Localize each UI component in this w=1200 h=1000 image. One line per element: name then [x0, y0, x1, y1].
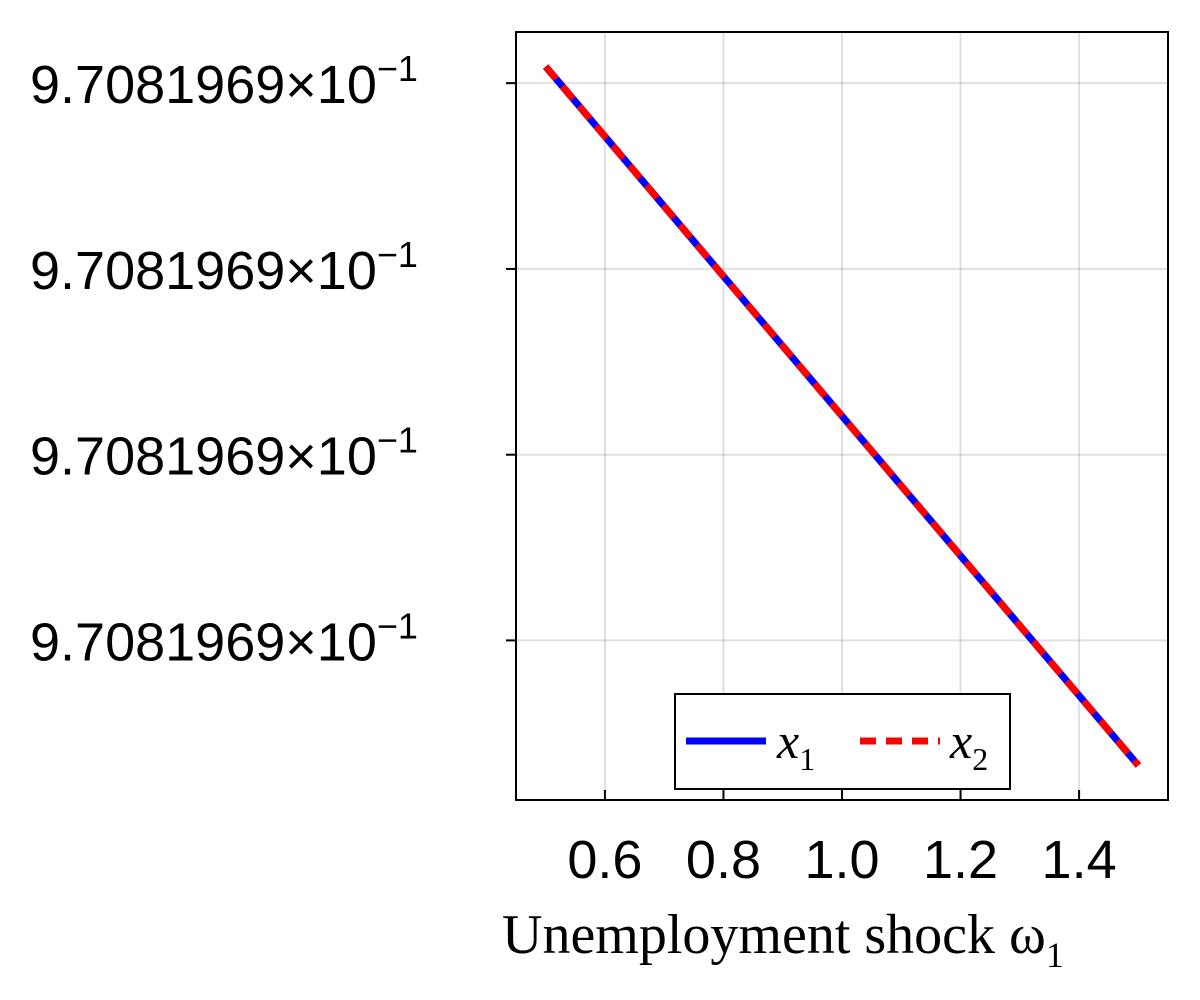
y-tick-label: 9.7081969×10−1: [30, 605, 418, 672]
legend-label-x1: x1: [776, 713, 815, 777]
y-tick-label: 9.7081969×10−1: [30, 48, 418, 115]
x-tick-label: 1.0: [804, 830, 879, 890]
series-line-x2: [542, 64, 1142, 768]
grid-lines: [516, 32, 1168, 800]
legend-label-x2: x2: [949, 713, 988, 777]
x-tick-label: 1.4: [1042, 830, 1117, 890]
x-tick-label: 1.2: [923, 830, 998, 890]
x-axis-ticks: 0.6 0.8 1.0 1.2 1.4: [567, 790, 1117, 890]
series-lines: [542, 64, 1142, 768]
y-tick-label: 9.7081969×10−1: [30, 234, 418, 301]
x-axis-label: Unemployment shock ω1: [502, 904, 1064, 975]
legend: x1 x2: [674, 693, 1011, 790]
y-tick-label: 9.7081969×10−1: [30, 420, 418, 487]
x-tick-label: 0.8: [686, 830, 761, 890]
x-tick-label: 0.6: [567, 830, 642, 890]
y-axis-ticks: 9.7081969×10−1 9.7081969×10−1 9.7081969×10…: [30, 48, 516, 672]
